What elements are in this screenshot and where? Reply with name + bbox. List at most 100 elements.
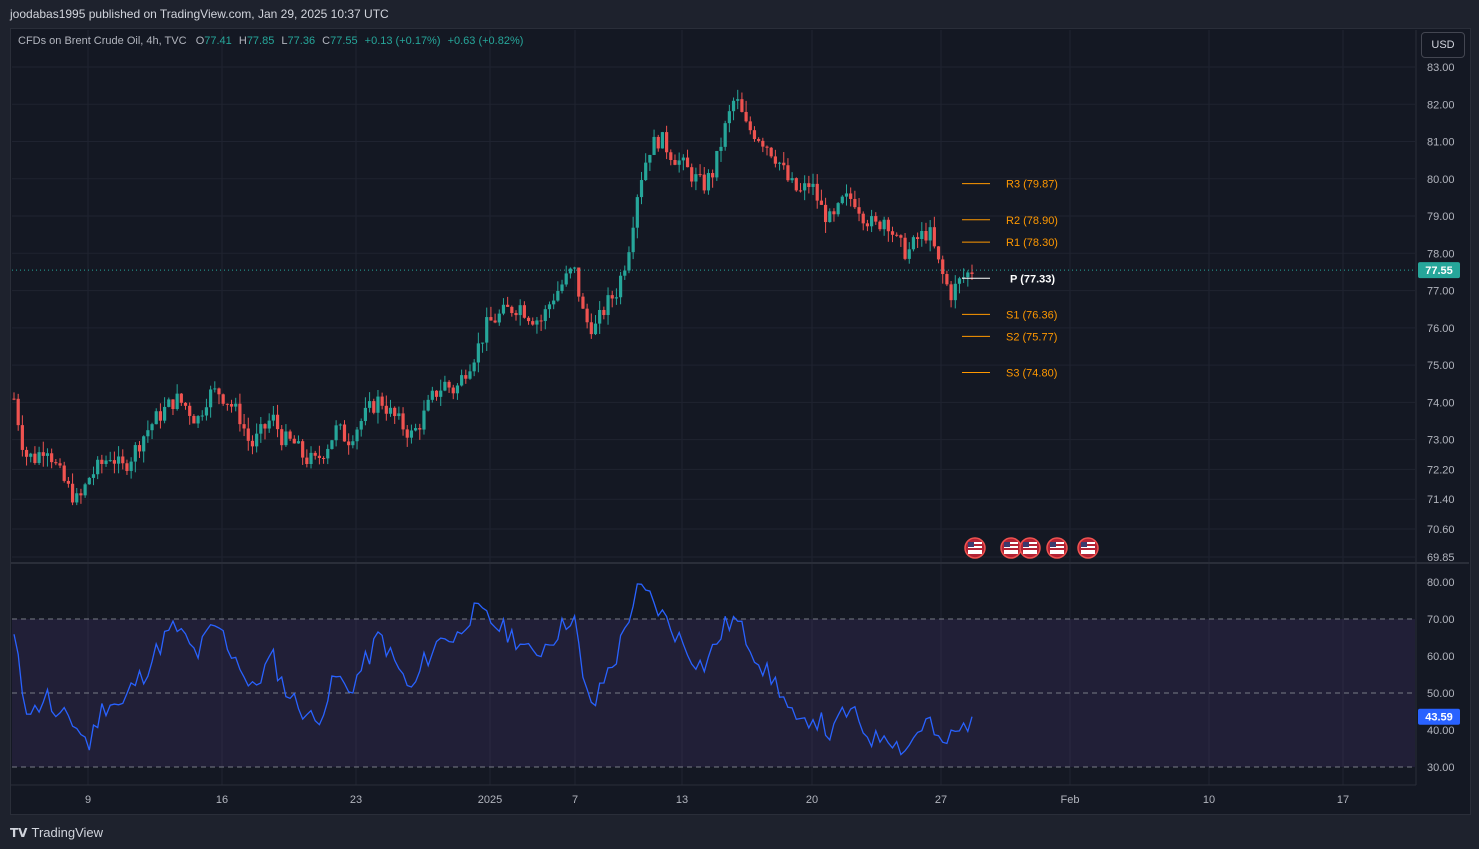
candle-body	[363, 407, 368, 422]
price-tick-label: 79.00	[1427, 211, 1455, 223]
candle-body	[472, 362, 476, 372]
candle-body	[497, 313, 501, 323]
change-value: +0.13 (+0.17%)	[364, 35, 441, 47]
rsi-tick-label: 70.00	[1427, 614, 1455, 626]
rsi-tick-label: 50.00	[1427, 688, 1455, 700]
candle-body	[752, 130, 757, 140]
candle-body	[895, 234, 899, 236]
candle-body	[949, 284, 953, 301]
currency-button[interactable]: USD	[1421, 32, 1465, 58]
price-tick-label: 80.00	[1427, 174, 1455, 186]
candle-body	[953, 283, 957, 301]
candle-body	[376, 396, 380, 413]
candle-body	[460, 375, 464, 386]
candle-body	[163, 406, 167, 421]
candle-body	[58, 463, 62, 466]
candle-body	[179, 393, 183, 403]
tradingview-logo-icon: 𝗧𝗩	[10, 826, 28, 840]
candle-body	[167, 399, 171, 407]
us-flag-event-icon[interactable]	[1019, 537, 1041, 559]
candle-body	[41, 452, 45, 456]
candle-body	[702, 174, 706, 191]
candle-body	[522, 305, 526, 318]
candle-body	[811, 183, 815, 187]
candle-body	[66, 480, 70, 484]
pivot-label-s3: S3 (74.80)	[1006, 368, 1057, 380]
candle-body	[75, 493, 79, 503]
time-tick-label: 20	[806, 794, 818, 806]
candle-body	[773, 156, 777, 164]
candle-body	[719, 146, 723, 151]
candle-body	[966, 272, 970, 278]
candle-body	[970, 272, 974, 274]
candle-body	[183, 402, 188, 406]
candle-body	[380, 396, 384, 406]
us-flag-event-icon[interactable]	[1046, 537, 1068, 559]
candle-body	[815, 183, 819, 201]
candle-body	[694, 174, 698, 182]
candle-body	[489, 317, 493, 321]
candle-body	[250, 440, 255, 447]
candle-body	[526, 317, 531, 322]
time-tick-label: 17	[1337, 794, 1349, 806]
candle-body	[543, 309, 547, 322]
us-flag-event-icon[interactable]	[964, 537, 986, 559]
candle-body	[941, 259, 945, 275]
us-flag-event-icon[interactable]	[1077, 537, 1099, 559]
pivot-label-s1: S1 (76.36)	[1006, 309, 1057, 321]
candle-body	[430, 390, 434, 400]
close-label: C	[322, 35, 331, 47]
candle-body	[334, 425, 338, 441]
price-tick-label: 75.00	[1427, 360, 1455, 372]
candle-body	[259, 424, 263, 434]
candle-body	[510, 306, 514, 314]
candle-body	[96, 459, 100, 475]
candle-body	[581, 296, 585, 309]
candle-body	[91, 474, 96, 478]
tradingview-logo[interactable]: 𝗧𝗩 TradingView	[10, 825, 103, 840]
price-tick-label: 71.40	[1427, 494, 1455, 506]
high-label: H	[238, 35, 247, 47]
candle-body	[577, 267, 581, 297]
candle-body	[54, 462, 58, 464]
candle-body	[372, 401, 376, 413]
candle-body	[711, 173, 715, 178]
candle-body	[547, 304, 552, 310]
candle-body	[83, 484, 87, 496]
candle-body	[443, 381, 447, 391]
candle-body	[928, 227, 932, 241]
us-flag-event-icon[interactable]	[1000, 537, 1022, 559]
candle-body	[171, 399, 175, 410]
candle-body	[137, 445, 142, 452]
candle-body	[962, 277, 966, 279]
candle-body	[602, 309, 606, 316]
candle-body	[836, 203, 840, 215]
candle-body	[790, 178, 794, 181]
candle-body	[685, 157, 690, 168]
candle-body	[229, 404, 234, 407]
candle-body	[301, 441, 305, 458]
candle-body	[916, 237, 920, 240]
candle-body	[744, 111, 748, 122]
candle-body	[451, 387, 455, 394]
close-value: 77.55	[330, 35, 358, 47]
price-tick-label: 76.00	[1427, 323, 1455, 335]
candle-body	[112, 460, 117, 464]
candle-body	[321, 457, 326, 459]
candle-body	[79, 493, 83, 496]
candle-body	[627, 252, 631, 271]
candle-body	[690, 167, 694, 182]
time-tick-label: 23	[350, 794, 362, 806]
candle-body	[209, 389, 213, 408]
rsi-value-badge	[1418, 708, 1460, 725]
chart-frame[interactable]	[10, 28, 1471, 815]
candle-body	[715, 150, 719, 178]
candle-body	[907, 249, 911, 259]
candle-body	[757, 139, 761, 141]
price-tick-label: 73.00	[1427, 435, 1455, 447]
candle-body	[70, 483, 75, 503]
candle-body	[213, 388, 217, 390]
candle-body	[87, 477, 91, 485]
candle-body	[121, 456, 125, 464]
